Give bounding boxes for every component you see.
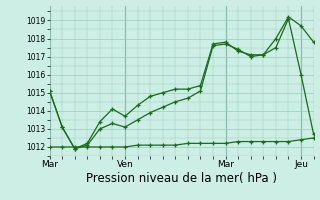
X-axis label: Pression niveau de la mer( hPa ): Pression niveau de la mer( hPa )	[86, 172, 277, 185]
